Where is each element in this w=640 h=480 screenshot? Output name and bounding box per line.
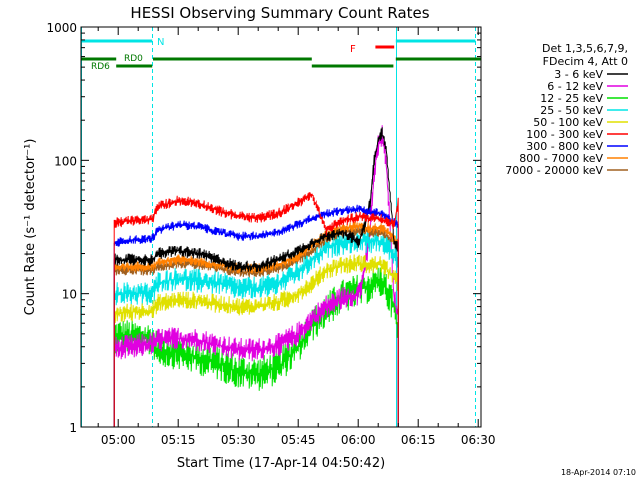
legend-entry: 50 - 100 keV (533, 116, 603, 129)
y-tick-label: 10 (62, 288, 77, 302)
x-axis: 05:00 05:15 05:30 05:45 06:00 06:15 06:30 (97, 27, 496, 447)
legend-header: FDecim 4, Att 0 (543, 55, 628, 68)
series-line (113, 204, 399, 427)
legend-entry: 6 - 12 keV (547, 80, 603, 93)
legend: Det 1,3,5,6,7,9,FDecim 4, Att 03 - 6 keV… (505, 42, 628, 177)
legend-entry: 100 - 300 keV (526, 128, 603, 141)
legend-entry: 12 - 25 keV (540, 92, 603, 105)
x-tick-label: 06:00 (341, 433, 376, 447)
y-tick-label: 1000 (46, 21, 77, 35)
y-tick-label: 100 (54, 154, 77, 168)
series-line (113, 229, 399, 427)
series-line (113, 125, 399, 427)
x-axis-label: Start Time (17-Apr-14 04:50:42) (177, 456, 385, 471)
series-layer (113, 125, 399, 427)
plot-frame (80, 26, 482, 428)
observing-mode-bars: N F RD0 RD6 (81, 37, 481, 72)
footer-stamp: 18-Apr-2014 07:10 (561, 468, 636, 477)
y-tick-label: 1 (69, 421, 77, 435)
series-line (113, 192, 399, 427)
rd6-label: RD6 (91, 62, 110, 72)
legend-entry: 7000 - 20000 keV (505, 164, 603, 177)
legend-header: Det 1,3,5,6,7,9, (542, 42, 628, 55)
flare-label: F (350, 44, 356, 55)
y-axis: 1 10 100 1000 (46, 21, 481, 435)
x-tick-label: 05:15 (161, 433, 196, 447)
x-tick-label: 05:00 (101, 433, 136, 447)
legend-entry: 25 - 50 keV (540, 104, 603, 117)
legend-entry: 3 - 6 keV (554, 68, 603, 81)
series-line (113, 254, 399, 427)
x-tick-label: 05:45 (281, 433, 316, 447)
x-tick-label: 05:30 (221, 433, 256, 447)
night-label: N (157, 37, 164, 48)
legend-entry: 800 - 7000 keV (519, 152, 603, 165)
rd0-label: RD0 (124, 54, 143, 64)
legend-entry: 300 - 800 keV (526, 140, 603, 153)
series-line (113, 127, 399, 427)
chart-title: HESSI Observing Summary Count Rates (130, 4, 429, 22)
y-axis-label: Count Rate (s⁻¹ detector⁻¹) (23, 139, 38, 316)
x-tick-label: 06:30 (461, 433, 496, 447)
x-tick-label: 06:15 (401, 433, 436, 447)
